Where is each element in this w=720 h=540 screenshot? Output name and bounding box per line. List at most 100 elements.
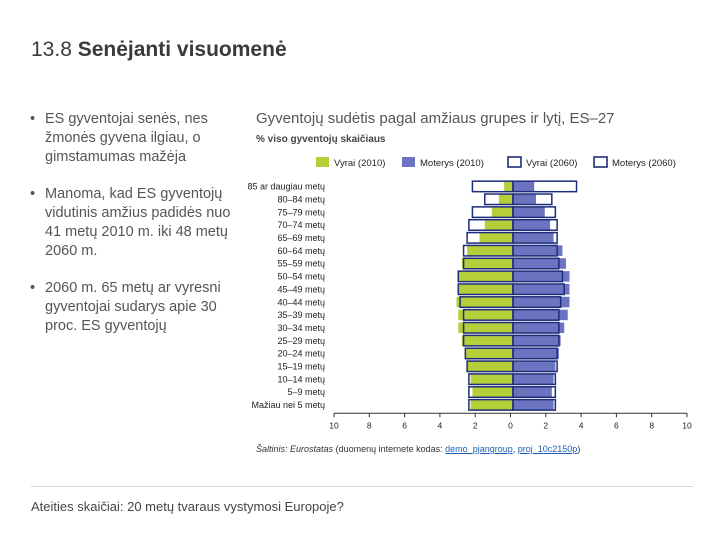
bar-2010 — [513, 361, 556, 372]
footer-divider — [31, 486, 693, 487]
section-number: 13.8 — [31, 38, 72, 61]
section-title: Senėjanti visuomenė — [77, 38, 287, 61]
bullet-list: • ES gyventojai senės, nes žmonės gyvena… — [28, 110, 243, 354]
age-group-label: 5–9 metų — [287, 387, 325, 397]
bar-2060-outline — [512, 244, 558, 257]
bar-2010 — [458, 271, 513, 282]
bar-2010 — [458, 322, 513, 334]
bar-2010 — [513, 194, 536, 205]
age-group-label: 55–59 metų — [277, 259, 325, 269]
chart-title: Gyventojų sudėtis pagal amžiaus grupes i… — [256, 110, 615, 127]
population-pyramid-chart: Vyrai (2010) Moterys (2010) Vyrai (2060) Mo… — [247, 156, 692, 430]
x-tick-label: 2 — [473, 420, 478, 430]
x-tick-label: 6 — [402, 420, 407, 430]
bar-2010 — [458, 283, 513, 295]
x-tick-label: 8 — [649, 420, 654, 430]
bar-2010 — [491, 206, 513, 218]
bar-2010 — [513, 296, 570, 308]
legend-swatch — [593, 156, 608, 168]
bar-2010 — [513, 219, 551, 231]
age-group-label: 30–34 metų — [277, 323, 325, 333]
age-group-label: 10–14 metų — [277, 374, 325, 384]
age-group-label: Mažiau nei 5 metų — [251, 400, 325, 410]
age-group-label: 35–39 metų — [277, 310, 325, 320]
age-group-label: 80–84 metų — [277, 194, 325, 204]
bullet-item: • ES gyventojai senės, nes žmonės gyvena… — [28, 110, 243, 167]
bar-2010 — [461, 335, 513, 346]
legend-label: Vyrai (2010) — [334, 158, 385, 169]
age-group-label: 15–19 metų — [277, 362, 325, 372]
age-group-label: 40–44 metų — [277, 297, 325, 307]
bar-2060-outline — [512, 308, 560, 321]
bar-2010 — [513, 245, 563, 256]
age-group-label: 65–69 metų — [277, 233, 325, 243]
bar-2060-outline — [512, 321, 560, 334]
bar-2060-outline — [512, 373, 557, 386]
legend-label: Moterys (2010) — [420, 158, 484, 169]
bullet-text: ES gyventojai senės, nes žmonės gyvena i… — [45, 111, 208, 165]
source-link-demo[interactable]: demo_pjangroup — [445, 444, 513, 454]
bar-2060-outline — [512, 296, 562, 309]
x-tick-label: 8 — [367, 420, 372, 430]
source-label: Šaltinis: — [256, 444, 288, 454]
bar-2010 — [513, 258, 566, 269]
bullet-marker: • — [30, 111, 36, 127]
bar-2060-outline — [512, 218, 558, 231]
bullet-item: • 2060 m. 65 metų ar vyresni gyventojai … — [28, 279, 243, 336]
legend-swatch — [507, 156, 522, 168]
bar-2060-outline — [512, 334, 560, 347]
bar-2010 — [467, 361, 513, 372]
bullet-marker: • — [30, 280, 36, 296]
bar-2060-outline — [512, 283, 565, 296]
bar-2010 — [513, 181, 535, 192]
x-tick-label: 10 — [329, 420, 339, 430]
bar-2060-outline — [512, 360, 558, 373]
legend-swatch — [402, 157, 415, 167]
bar-2010 — [513, 309, 568, 321]
bar-2010 — [513, 232, 554, 244]
bullet-item: • Manoma, kad ES gyventojų vidutinis amž… — [28, 185, 243, 261]
age-group-label: 60–64 metų — [277, 246, 325, 256]
bar-2010 — [513, 206, 545, 218]
x-tick-label: 2 — [543, 420, 548, 430]
bar-2010 — [498, 194, 513, 205]
bar-2010 — [513, 283, 570, 295]
bar-2060-outline — [512, 270, 564, 283]
bar-2010 — [470, 373, 513, 385]
x-tick-label: 0 — [508, 420, 513, 430]
source-note: Šaltinis: Eurostatas (duomenų internete … — [256, 444, 580, 454]
age-group-label: 25–29 metų — [277, 336, 325, 346]
bar-2010 — [513, 348, 559, 359]
bar-2010 — [513, 386, 552, 398]
age-group-label: 70–74 metų — [277, 220, 325, 230]
bar-2010 — [504, 181, 513, 192]
bar-2060-outline — [512, 386, 557, 399]
bar-2060-outline — [512, 231, 558, 244]
legend-swatch — [316, 157, 329, 167]
bar-2060-outline — [512, 180, 578, 193]
bar-2010 — [513, 399, 554, 411]
bar-2010 — [513, 373, 554, 385]
age-group-label: 75–79 metų — [277, 207, 325, 217]
bar-2010 — [472, 386, 513, 398]
bar-2060-outline — [512, 257, 560, 270]
age-group-label: 45–49 metų — [277, 284, 325, 294]
age-group-label: 20–24 metų — [277, 349, 325, 359]
source-link-proj[interactable]: proj_10c2150p — [517, 444, 578, 454]
bar-2010 — [458, 309, 513, 321]
legend-label: Moterys (2060) — [612, 158, 676, 169]
bar-2010 — [470, 399, 513, 411]
bar-2010 — [513, 271, 570, 282]
footer-text: Ateities skaičiai: 20 metų tvaraus vysty… — [31, 499, 344, 514]
chart-subtitle: % viso gyventojų skaičiaus — [256, 134, 386, 145]
bullet-marker: • — [30, 186, 36, 202]
x-tick-label: 6 — [614, 420, 619, 430]
bar-2010 — [465, 348, 513, 359]
bullet-text: Manoma, kad ES gyventojų vidutinis amžiu… — [45, 186, 231, 259]
source-text: (duomenų internete kodas: — [335, 444, 443, 454]
source-org: Eurostatas — [290, 444, 334, 454]
bar-2010 — [484, 219, 513, 231]
bar-2060-outline — [512, 347, 558, 360]
bar-2010 — [513, 335, 561, 346]
x-tick-label: 4 — [438, 420, 443, 430]
